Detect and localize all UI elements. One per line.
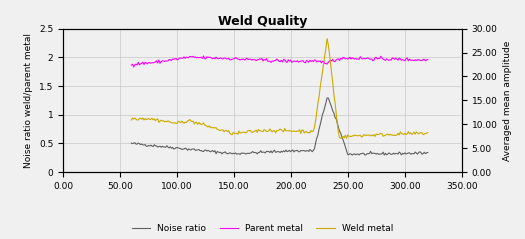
Parent metal: [370, 59, 376, 62]
Weld metal: [413, 130, 419, 133]
Y-axis label: Noise ratio weld/parent metal: Noise ratio weld/parent metal: [24, 33, 34, 168]
Line: Noise ratio: Noise ratio: [131, 98, 428, 155]
Noise ratio: [128, 142, 134, 145]
Weld metal: [253, 129, 259, 131]
Noise ratio: [413, 152, 419, 154]
Weld metal: [252, 130, 258, 133]
Y-axis label: Averaged mean amplitude: Averaged mean amplitude: [503, 40, 512, 161]
Legend: Noise ratio, Parent metal, Weld metal: Noise ratio, Parent metal, Weld metal: [128, 220, 397, 236]
Noise ratio: [171, 147, 177, 150]
Noise ratio: [324, 97, 330, 99]
Parent metal: [165, 60, 171, 62]
Parent metal: [128, 64, 134, 66]
Weld metal: [324, 37, 330, 40]
Weld metal: [425, 131, 431, 134]
Noise ratio: [252, 151, 258, 154]
Line: Parent metal: Parent metal: [131, 56, 428, 67]
Noise ratio: [253, 151, 259, 154]
Weld metal: [343, 137, 350, 140]
Parent metal: [172, 57, 178, 60]
Weld metal: [171, 122, 177, 125]
Parent metal: [425, 58, 431, 61]
Title: Weld Quality: Weld Quality: [218, 15, 307, 27]
Weld metal: [164, 120, 170, 123]
Weld metal: [128, 119, 134, 121]
Parent metal: [254, 59, 260, 61]
Parent metal: [201, 54, 207, 57]
Parent metal: [131, 65, 137, 68]
Noise ratio: [370, 152, 376, 155]
Parent metal: [413, 59, 419, 62]
Weld metal: [370, 134, 376, 137]
Noise ratio: [349, 154, 355, 157]
Line: Weld metal: Weld metal: [131, 38, 428, 138]
Noise ratio: [425, 151, 431, 154]
Noise ratio: [164, 144, 170, 147]
Parent metal: [255, 58, 261, 61]
